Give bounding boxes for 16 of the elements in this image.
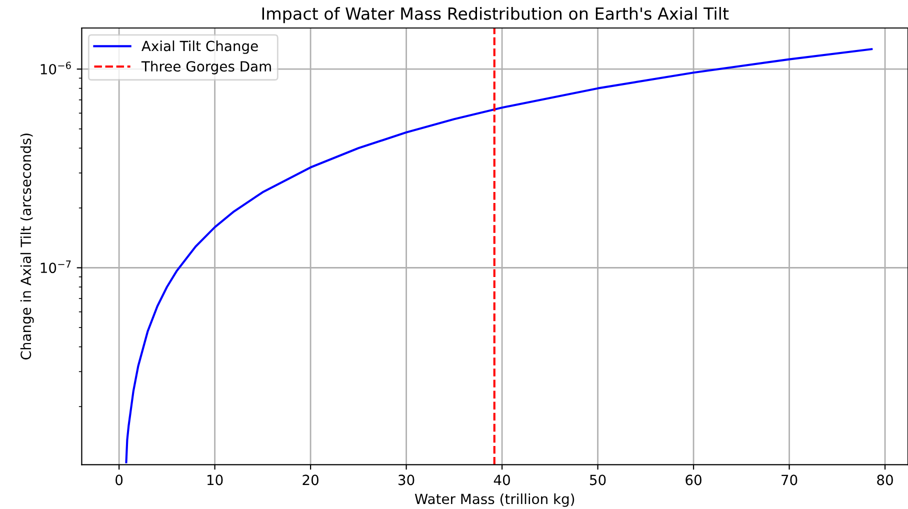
x-tick-label: 0 xyxy=(116,474,123,486)
legend-label: Axial Tilt Change xyxy=(142,40,258,54)
x-axis-title: Water Mass (trillion kg) xyxy=(414,493,574,507)
x-tick-label: 40 xyxy=(494,474,510,486)
y-tick-label: 10$^{−6}$ xyxy=(40,62,71,74)
x-tick-label: 10 xyxy=(207,474,223,486)
x-tick-label: 80 xyxy=(877,474,893,486)
x-tick-label: 60 xyxy=(686,474,702,486)
x-tick-label: 70 xyxy=(782,474,798,486)
y-axis-title: Change in Axial Tilt (arcseconds) xyxy=(20,134,34,360)
x-tick-label: 20 xyxy=(302,474,318,486)
x-tick-label: 50 xyxy=(590,474,606,486)
x-tick-label: 30 xyxy=(398,474,414,486)
chart-title: Impact of Water Mass Redistribution on Earth's Axial Tilt xyxy=(262,7,729,24)
legend-label: Three Gorges Dam xyxy=(141,60,271,74)
y-tick-label: 10$^{−7}$ xyxy=(40,260,71,274)
